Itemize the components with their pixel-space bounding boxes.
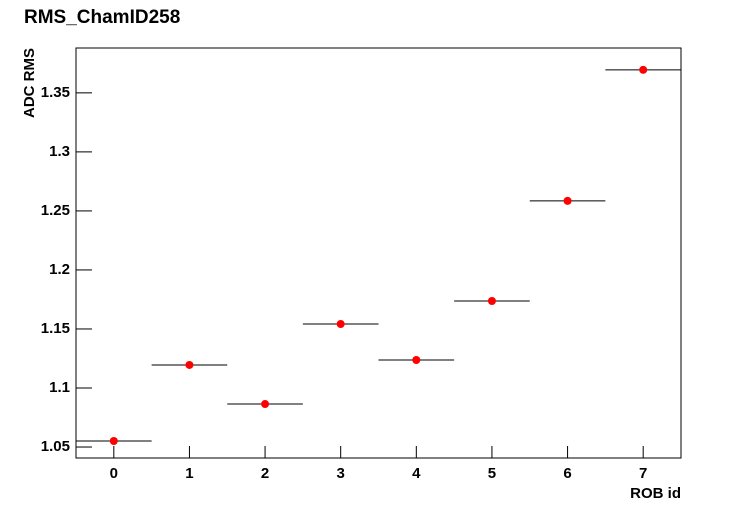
- y-axis-label: ADC RMS: [21, 48, 38, 118]
- point: [487, 296, 496, 305]
- y-tick-label: 1.05: [41, 438, 70, 455]
- y-tick-label: 1.15: [41, 320, 70, 337]
- x-tick-label: 5: [488, 465, 496, 482]
- x-tick-label: 4: [412, 465, 421, 482]
- x-axis-label: ROB id: [630, 485, 681, 502]
- x-tick-label: 1: [185, 465, 193, 482]
- y-tick-label: 1.1: [49, 379, 70, 396]
- plot-frame: [75, 47, 682, 459]
- x-tick-label: 7: [639, 465, 647, 482]
- chart-title: RMS_ChamID258: [24, 7, 180, 28]
- x-tick-label: 0: [110, 465, 118, 482]
- point: [412, 356, 421, 365]
- x-tick-label: 3: [337, 465, 345, 482]
- point: [261, 400, 270, 409]
- x-tick-label: 2: [261, 465, 269, 482]
- point: [639, 65, 648, 74]
- point: [563, 196, 572, 205]
- point: [336, 320, 345, 329]
- y-tick-label: 1.2: [49, 261, 70, 278]
- y-tick-label: 1.35: [41, 84, 70, 101]
- x-tick-label: 6: [563, 465, 571, 482]
- y-tick-label: 1.3: [49, 143, 70, 160]
- point: [185, 360, 194, 369]
- point: [109, 437, 118, 446]
- y-tick-label: 1.25: [41, 202, 70, 219]
